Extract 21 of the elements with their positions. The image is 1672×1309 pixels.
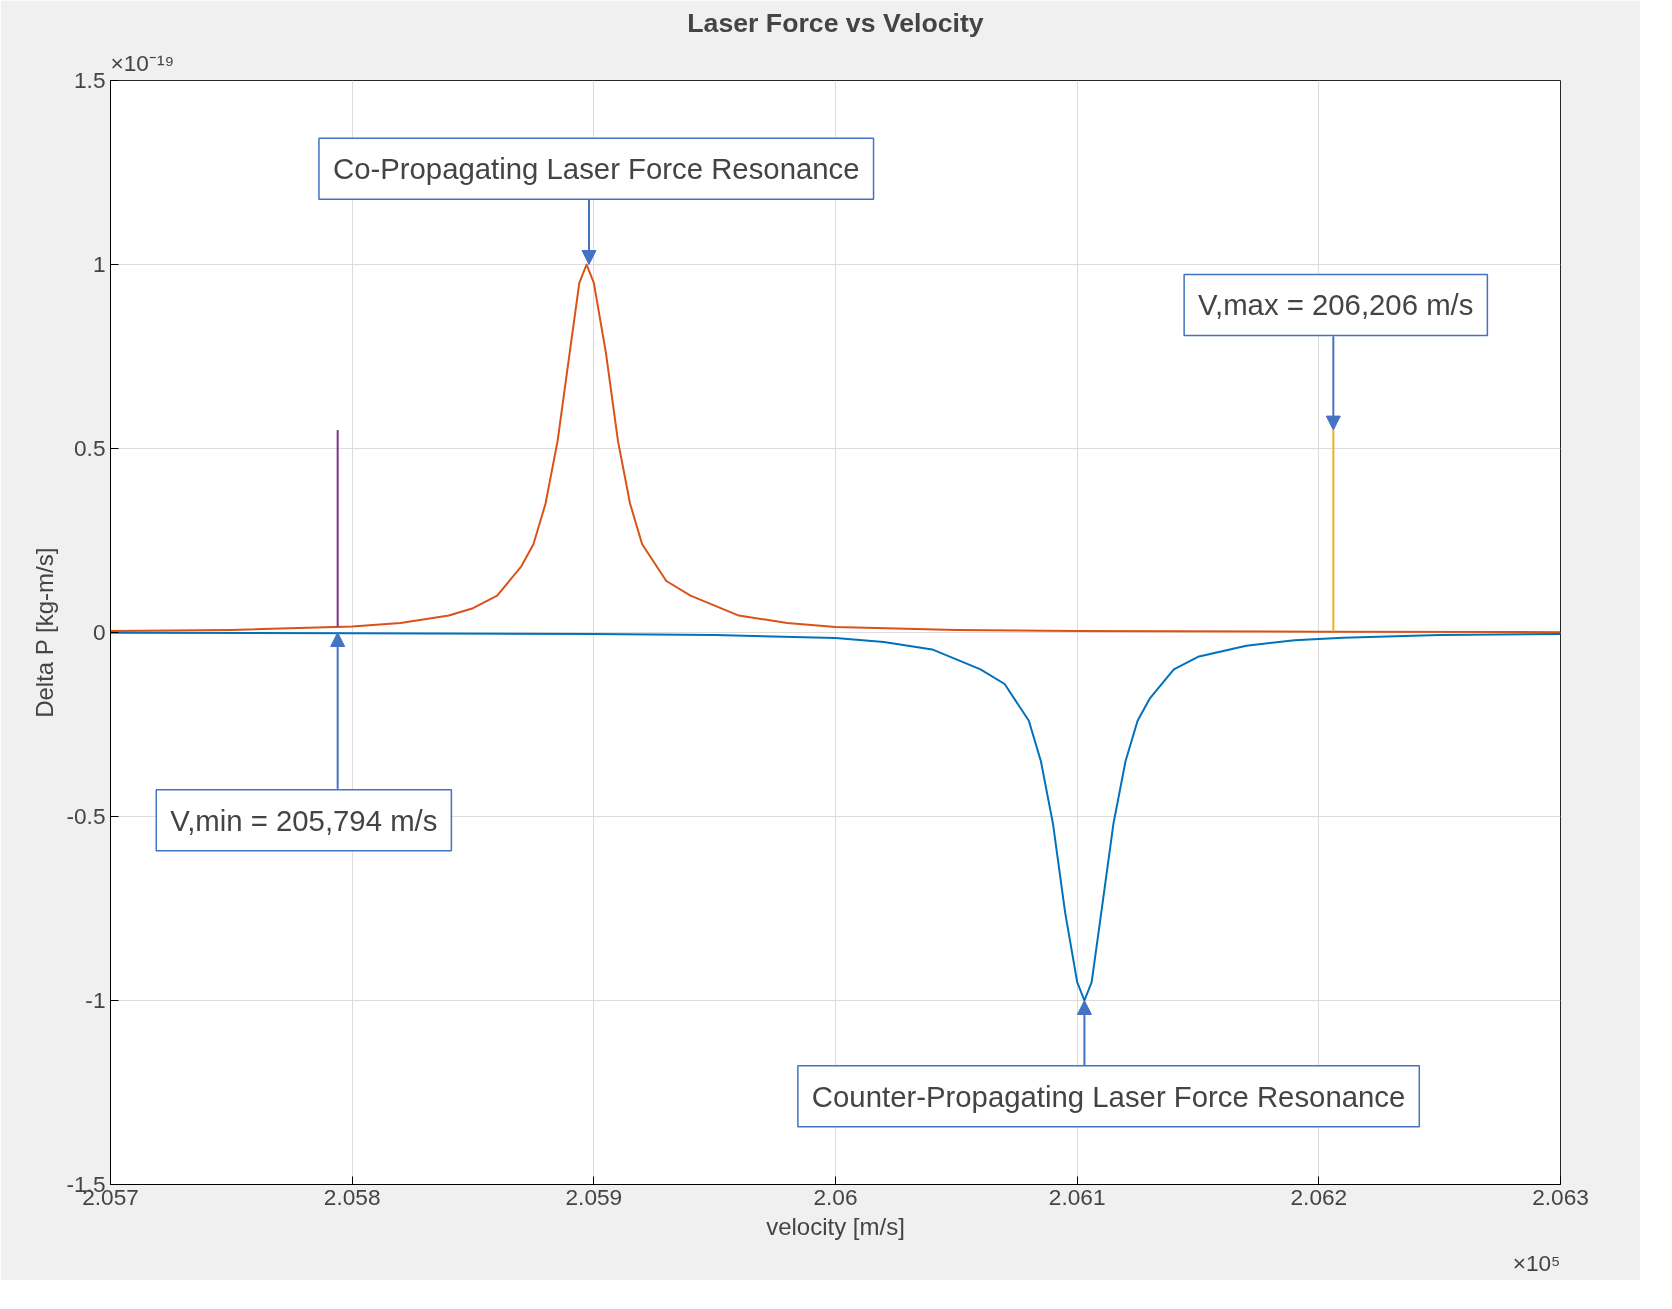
text: ×10⁻¹⁹ [110, 49, 175, 76]
annotation: Co-Propagating Laser Force Resonance [332, 152, 860, 186]
x-tick-label: 2.063 [1532, 1183, 1589, 1210]
x-tick-label: 2.062 [1290, 1183, 1348, 1210]
y-tick-label: 1 [92, 251, 106, 277]
chart-title: Laser Force vs Velocity [687, 7, 984, 38]
y-tick-label: 1.5 [74, 67, 106, 93]
x-axis-title: velocity [m/s] [766, 1212, 905, 1240]
x-tick-label: 2.059 [565, 1183, 623, 1210]
annotation: Counter-Propagating Laser Force Resonance [811, 1079, 1406, 1113]
text: ×10⁵ [1512, 1249, 1561, 1276]
y-axis-title: Delta P [kg-m/s] [31, 547, 59, 718]
y-tick-label: -1 [85, 987, 106, 1013]
y-tick-label: 0 [92, 619, 106, 645]
annotation: V,min = 205,794 m/s [170, 803, 438, 837]
y-tick-label: 0.5 [74, 435, 106, 461]
x-tick-label: 2.061 [1048, 1183, 1106, 1210]
x-tick-label: 2.06 [813, 1183, 858, 1210]
x-tick-label: 2.058 [323, 1183, 381, 1210]
y-tick-label: -0.5 [66, 803, 106, 829]
annotation: V,max = 206,206 m/s [1198, 288, 1474, 322]
